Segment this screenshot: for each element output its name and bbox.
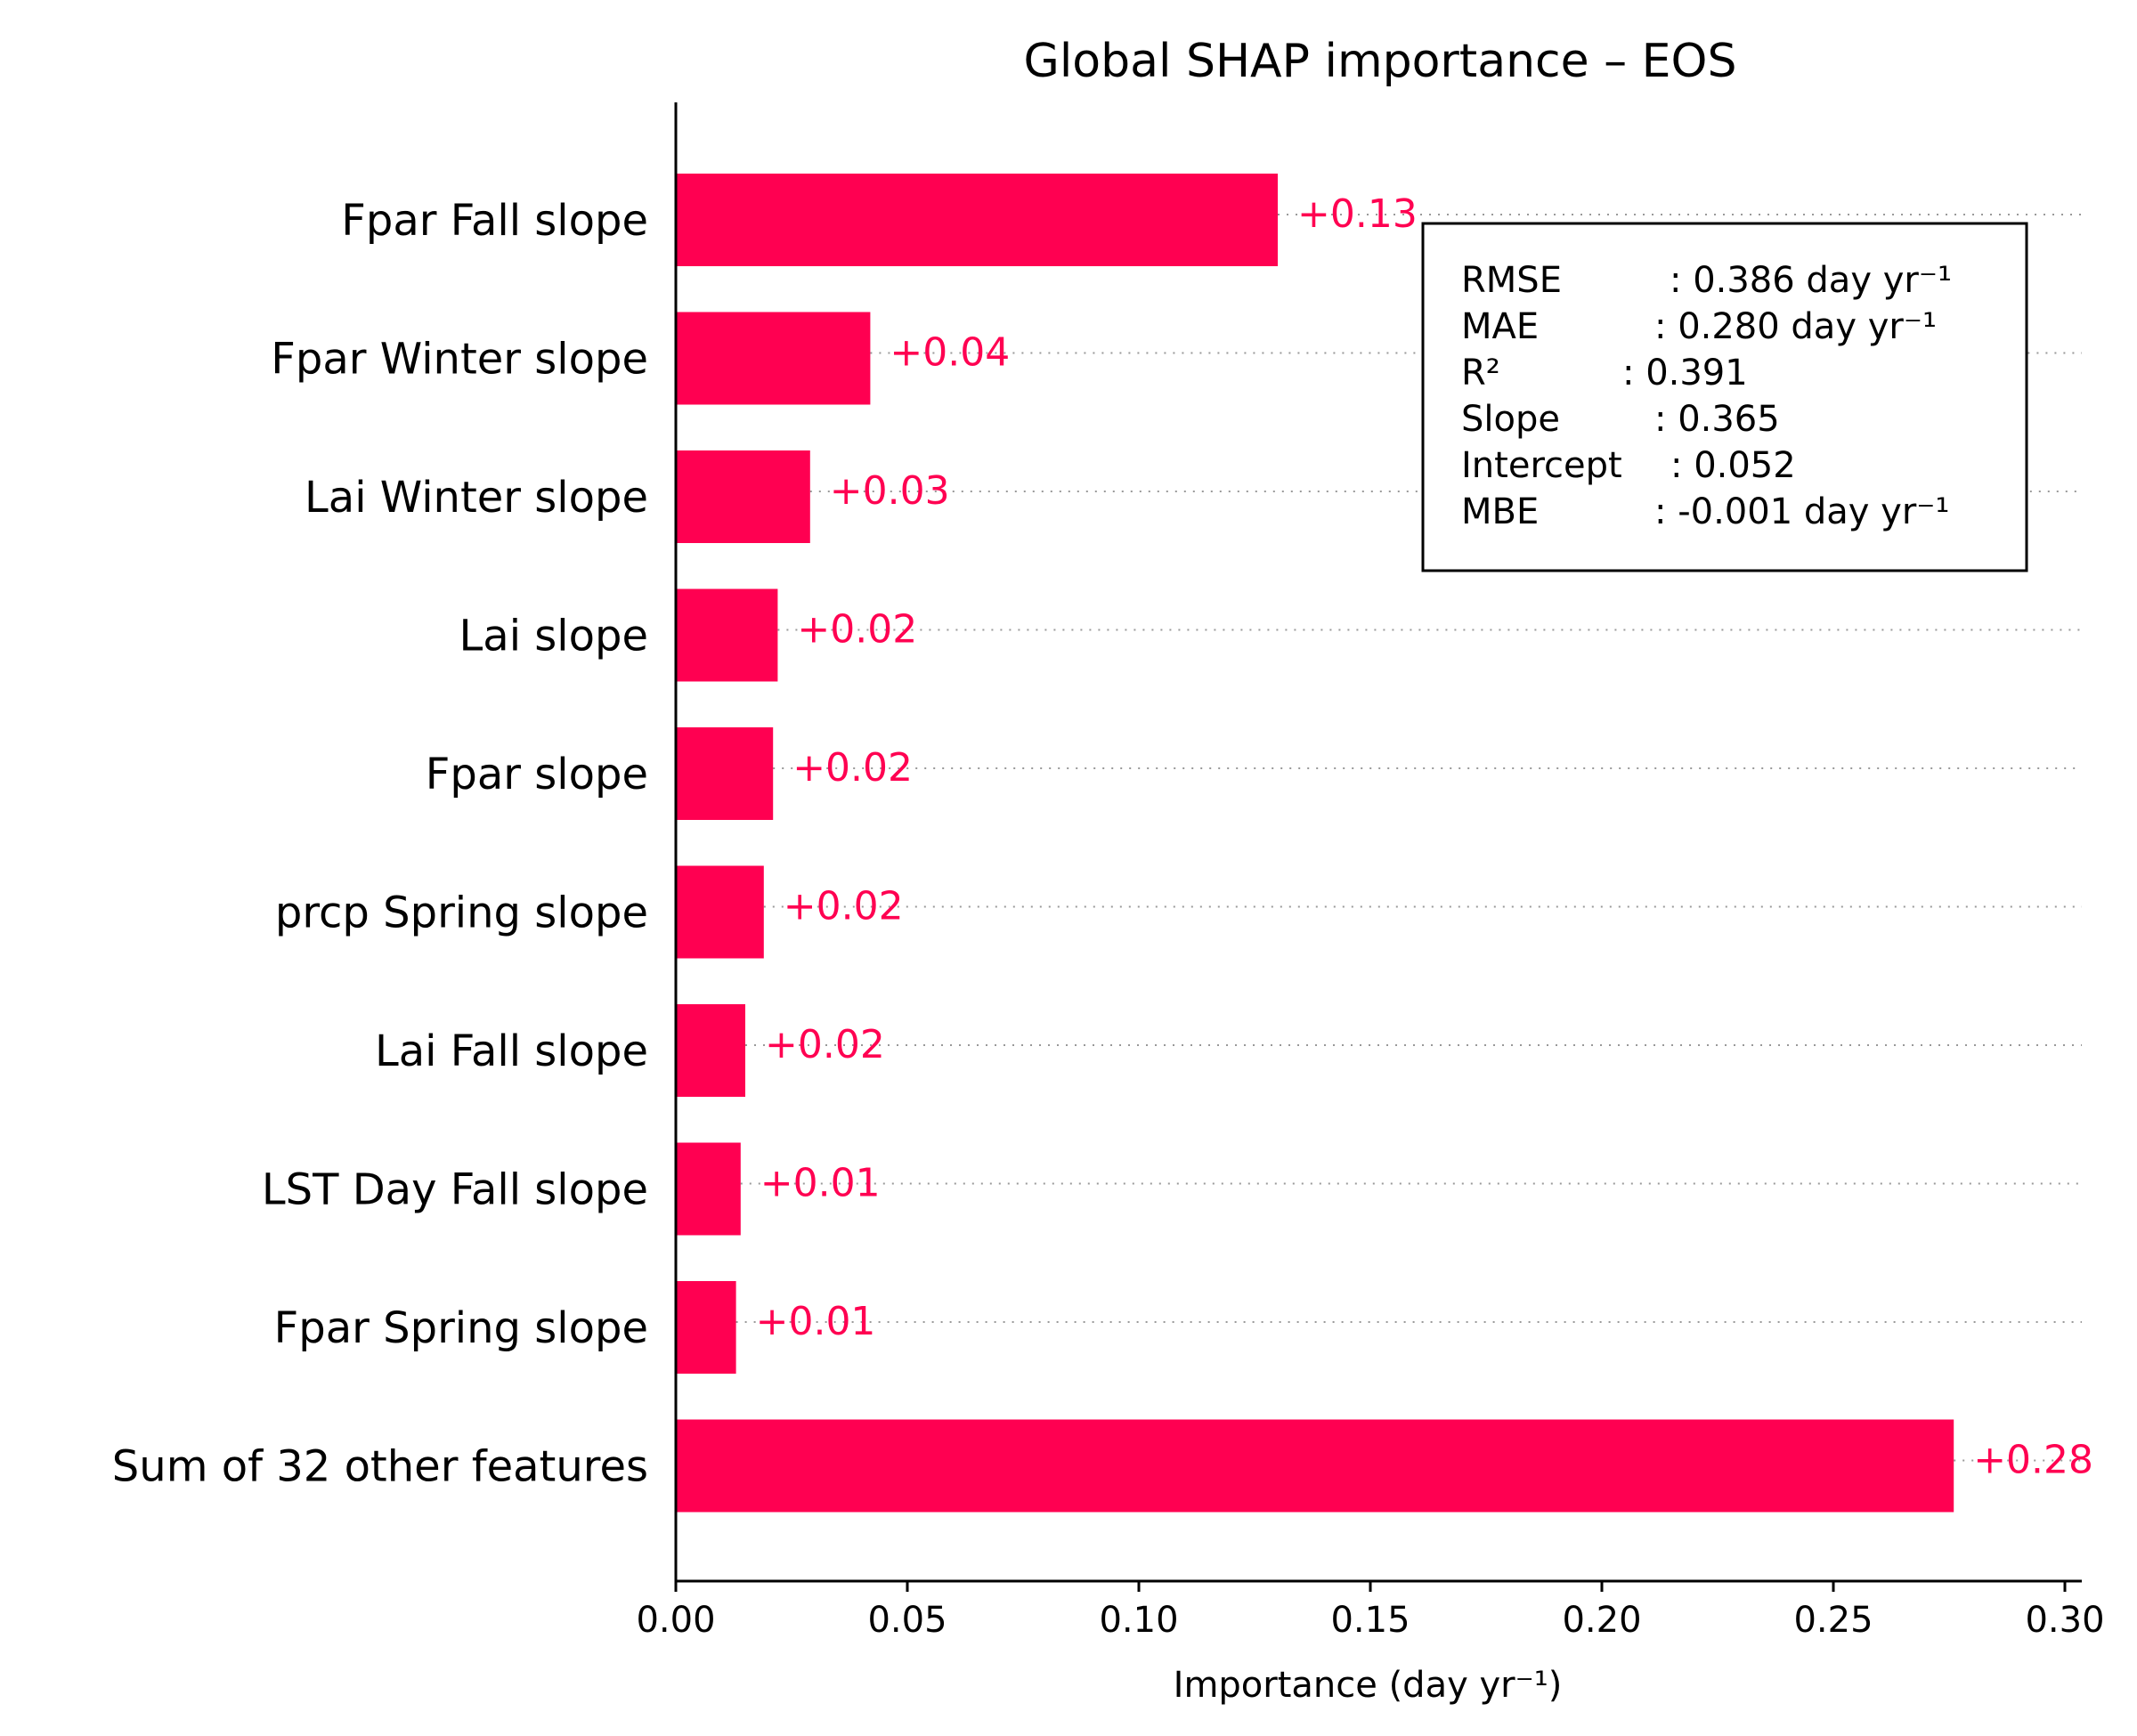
metrics-box-frame xyxy=(1421,222,2028,572)
y-tick-label: prcp Spring slope xyxy=(275,888,648,938)
bar xyxy=(676,1281,736,1374)
metric-label: R² xyxy=(1461,353,1500,393)
bar xyxy=(676,312,871,405)
x-ticks: 0.00 0.05 0.10 0.15 0.20 0.25 0.30 xyxy=(636,1581,2105,1641)
metric-value: : 0.391 xyxy=(1622,353,1748,393)
metric-value: : 0.052 xyxy=(1670,445,1796,486)
bars xyxy=(676,174,1954,1513)
metric-value: : 0.386 day yr⁻¹ xyxy=(1670,260,1952,301)
chart-title: Global SHAP importance – EOS xyxy=(1024,35,1737,88)
value-label: +0.28 xyxy=(1973,1438,2093,1483)
axes xyxy=(674,102,2082,1583)
bar xyxy=(676,1142,741,1236)
metric-label: Intercept xyxy=(1461,445,1622,486)
y-tick-labels: Fpar Fall slope Fpar Winter slope Lai Wint… xyxy=(112,196,648,1492)
bar xyxy=(676,865,764,959)
bar xyxy=(676,1419,1954,1513)
x-tick-label: 0.30 xyxy=(2025,1600,2104,1641)
value-labels: +0.13 +0.04 +0.03 +0.02 +0.02 +0.02 +0.02 +0.01… xyxy=(756,191,2093,1483)
value-label: +0.01 xyxy=(760,1161,881,1206)
bar xyxy=(676,450,810,543)
metric-value: : -0.001 day yr⁻¹ xyxy=(1654,491,1949,532)
metric-value: : 0.365 xyxy=(1654,399,1780,440)
bar xyxy=(676,727,774,820)
x-tick-label: 0.00 xyxy=(636,1600,715,1641)
value-label: +0.02 xyxy=(792,745,913,791)
value-label: +0.02 xyxy=(797,607,917,653)
x-tick-label: 0.05 xyxy=(867,1600,947,1641)
y-tick-label: LST Day Fall slope xyxy=(262,1165,648,1215)
x-tick-label: 0.15 xyxy=(1330,1600,1410,1641)
x-tick-label: 0.10 xyxy=(1099,1600,1178,1641)
y-tick-label: Fpar Winter slope xyxy=(271,335,648,385)
metric-label: RMSE xyxy=(1461,260,1562,301)
value-label: +0.01 xyxy=(756,1299,876,1344)
metric-label: MBE xyxy=(1461,491,1539,532)
y-tick-label: Fpar slope xyxy=(426,750,648,799)
bar xyxy=(676,1004,745,1097)
y-tick-label: Sum of 32 other features xyxy=(112,1442,648,1492)
value-label: +0.13 xyxy=(1297,191,1418,237)
x-tick-label: 0.20 xyxy=(1562,1600,1641,1641)
value-label: +0.04 xyxy=(890,330,1010,376)
metric-label: MAE xyxy=(1461,306,1539,347)
value-label: +0.03 xyxy=(830,468,950,514)
x-axis-label: Importance (day yr⁻¹) xyxy=(1174,1665,1563,1706)
x-tick-label: 0.25 xyxy=(1793,1600,1873,1641)
y-tick-label: Lai Fall slope xyxy=(375,1026,648,1076)
y-tick-label: Fpar Spring slope xyxy=(274,1303,648,1353)
metric-label: Slope xyxy=(1461,399,1560,440)
bar xyxy=(676,588,778,682)
y-tick-label: Lai Winter slope xyxy=(305,473,648,523)
value-label: +0.02 xyxy=(765,1022,885,1067)
metrics-box: RMSE : 0.386 day yr⁻¹ MAE : 0.280 day yr⁻¹ R… xyxy=(1421,222,2028,572)
bar xyxy=(676,174,1278,266)
y-tick-label: Fpar Fall slope xyxy=(341,196,648,246)
metric-value: : 0.280 day yr⁻¹ xyxy=(1654,306,1937,347)
y-tick-label: Lai slope xyxy=(459,612,648,661)
value-label: +0.02 xyxy=(784,884,904,929)
